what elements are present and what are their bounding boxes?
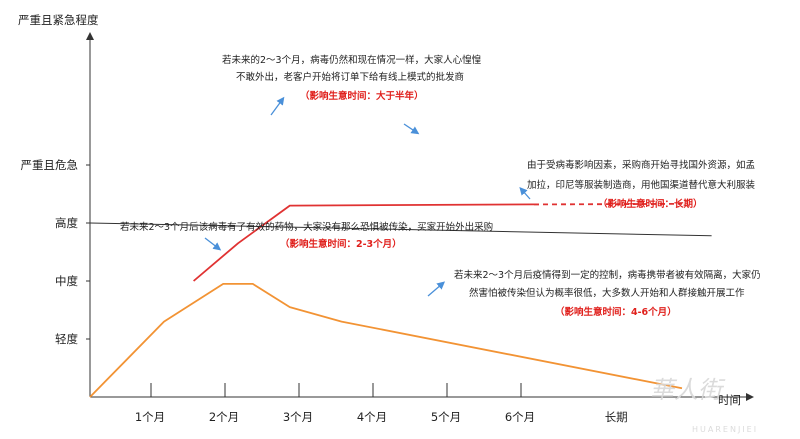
x-tick-label: 4个月	[357, 410, 387, 424]
annotation-text: 若未来的2～3个月，病毒仍然和现在情况一样，大家人心惶惶	[222, 54, 482, 66]
annotation-impact: （影响生意时间：大于半年）	[300, 90, 424, 102]
annotation-text: 若未来2～3个月后该病毒有了有效的药物，大家没有那么恐惧被传染，买家开始外出采购	[120, 221, 493, 233]
watermark: 華人街 HUARENJIEI	[650, 376, 758, 434]
y-level-label: 轻度	[55, 332, 78, 346]
y-axis-title: 严重且紧急程度	[18, 13, 99, 27]
annotation-a2: 由于受病毒影响因素，采购商开始寻找国外资源，如孟 加拉，印尼等服装制造商，用他国…	[527, 159, 756, 210]
annotation-text: 不敢外出，老客户开始将订单下给有线上模式的批发商	[236, 71, 464, 83]
x-axis-title: 时间	[718, 393, 741, 407]
y-level-label: 严重且危急	[21, 158, 79, 172]
x-tick-label: 长期	[605, 410, 628, 424]
series-line-0-dashed	[533, 202, 683, 206]
annotation-text: 若未来2～3个月后疫情得到一定的控制，病毒携带者被有效隔离，大家仍	[454, 269, 761, 281]
annotation-text: 加拉，印尼等服装制造商，用他国渠道替代意大利服装	[527, 179, 756, 191]
watermark-main: 華人街	[650, 376, 726, 404]
x-tick-label: 2个月	[209, 410, 239, 424]
indicator-arrow	[204, 237, 222, 251]
annotation-a4: 若未来2～3个月后疫情得到一定的控制，病毒携带者被有效隔离，大家仍 然害怕被传染…	[454, 269, 761, 318]
annotation-text: 由于受病毒影响因素，采购商开始寻找国外资源，如孟	[527, 159, 756, 171]
indicator-arrow	[270, 96, 285, 116]
indicator-arrow	[427, 281, 446, 297]
annotation-a1: 若未来的2～3个月，病毒仍然和现在情况一样，大家人心惶惶 不敢外出，老客户开始将…	[222, 54, 482, 102]
x-tick-label: 6个月	[505, 410, 535, 424]
indicator-arrow	[403, 123, 420, 135]
series-line-0	[193, 203, 535, 282]
annotation-impact: （影响生意时间：长期）	[598, 198, 703, 210]
x-tick-label: 1个月	[135, 410, 165, 424]
indicator-arrow	[519, 187, 531, 200]
annotation-impact: （影响生意时间：4-6个月）	[555, 306, 677, 318]
watermark-sub: HUARENJIEI	[692, 425, 758, 434]
annotation-a3: 若未来2～3个月后该病毒有了有效的药物，大家没有那么恐惧被传染，买家开始外出采购…	[120, 221, 493, 250]
annotation-impact: （影响生意时间：2-3个月）	[280, 238, 402, 250]
x-tick-label: 3个月	[283, 410, 313, 424]
x-tick-label: 5个月	[431, 410, 461, 424]
series-line-1	[89, 283, 683, 398]
y-level-label: 中度	[55, 274, 78, 288]
y-level-label: 高度	[55, 216, 78, 230]
annotation-text: 然害怕被传染但认为概率很低，大多数人开始和人群接触开展工作	[469, 287, 745, 299]
series-line-2	[89, 222, 712, 237]
